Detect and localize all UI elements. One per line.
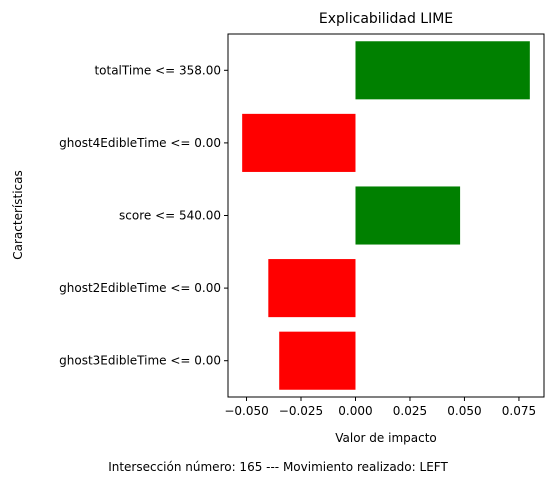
x-tick-label: 0.050: [447, 404, 481, 418]
x-tick-label: −0.050: [224, 404, 268, 418]
chart-title: Explicabilidad LIME: [319, 11, 453, 27]
bar-2: [355, 186, 461, 245]
x-tick-label: 0.000: [338, 404, 372, 418]
plot-frame: [227, 33, 545, 398]
x-ticks-group: −0.050 −0.025 0.000 0.025 0.050 0.075: [224, 397, 536, 418]
footer-caption: Intersección número: 165 --- Movimiento …: [108, 460, 448, 474]
y-axis-label: Características: [11, 170, 25, 259]
x-tick-label: −0.025: [279, 404, 323, 418]
bar-0: [355, 41, 530, 100]
y-tick-label: ghost4EdibleTime <= 0.00: [59, 136, 221, 150]
y-tick-label: ghost2EdibleTime <= 0.00: [59, 281, 221, 295]
x-tick-label: 0.075: [502, 404, 536, 418]
bar-1: [242, 113, 356, 172]
y-tick-label: ghost3EdibleTime <= 0.00: [59, 354, 221, 368]
bar-4: [279, 331, 356, 390]
bar-3: [268, 259, 356, 318]
y-tick-label: score <= 540.00: [119, 209, 221, 223]
y-ticks-group: totalTime <= 358.00 ghost4EdibleTime <= 0…: [59, 63, 228, 368]
bars-group: [242, 41, 530, 390]
x-tick-label: 0.025: [393, 404, 427, 418]
x-axis-label: Valor de impacto: [335, 431, 437, 445]
y-tick-label: totalTime <= 358.00: [94, 63, 221, 77]
